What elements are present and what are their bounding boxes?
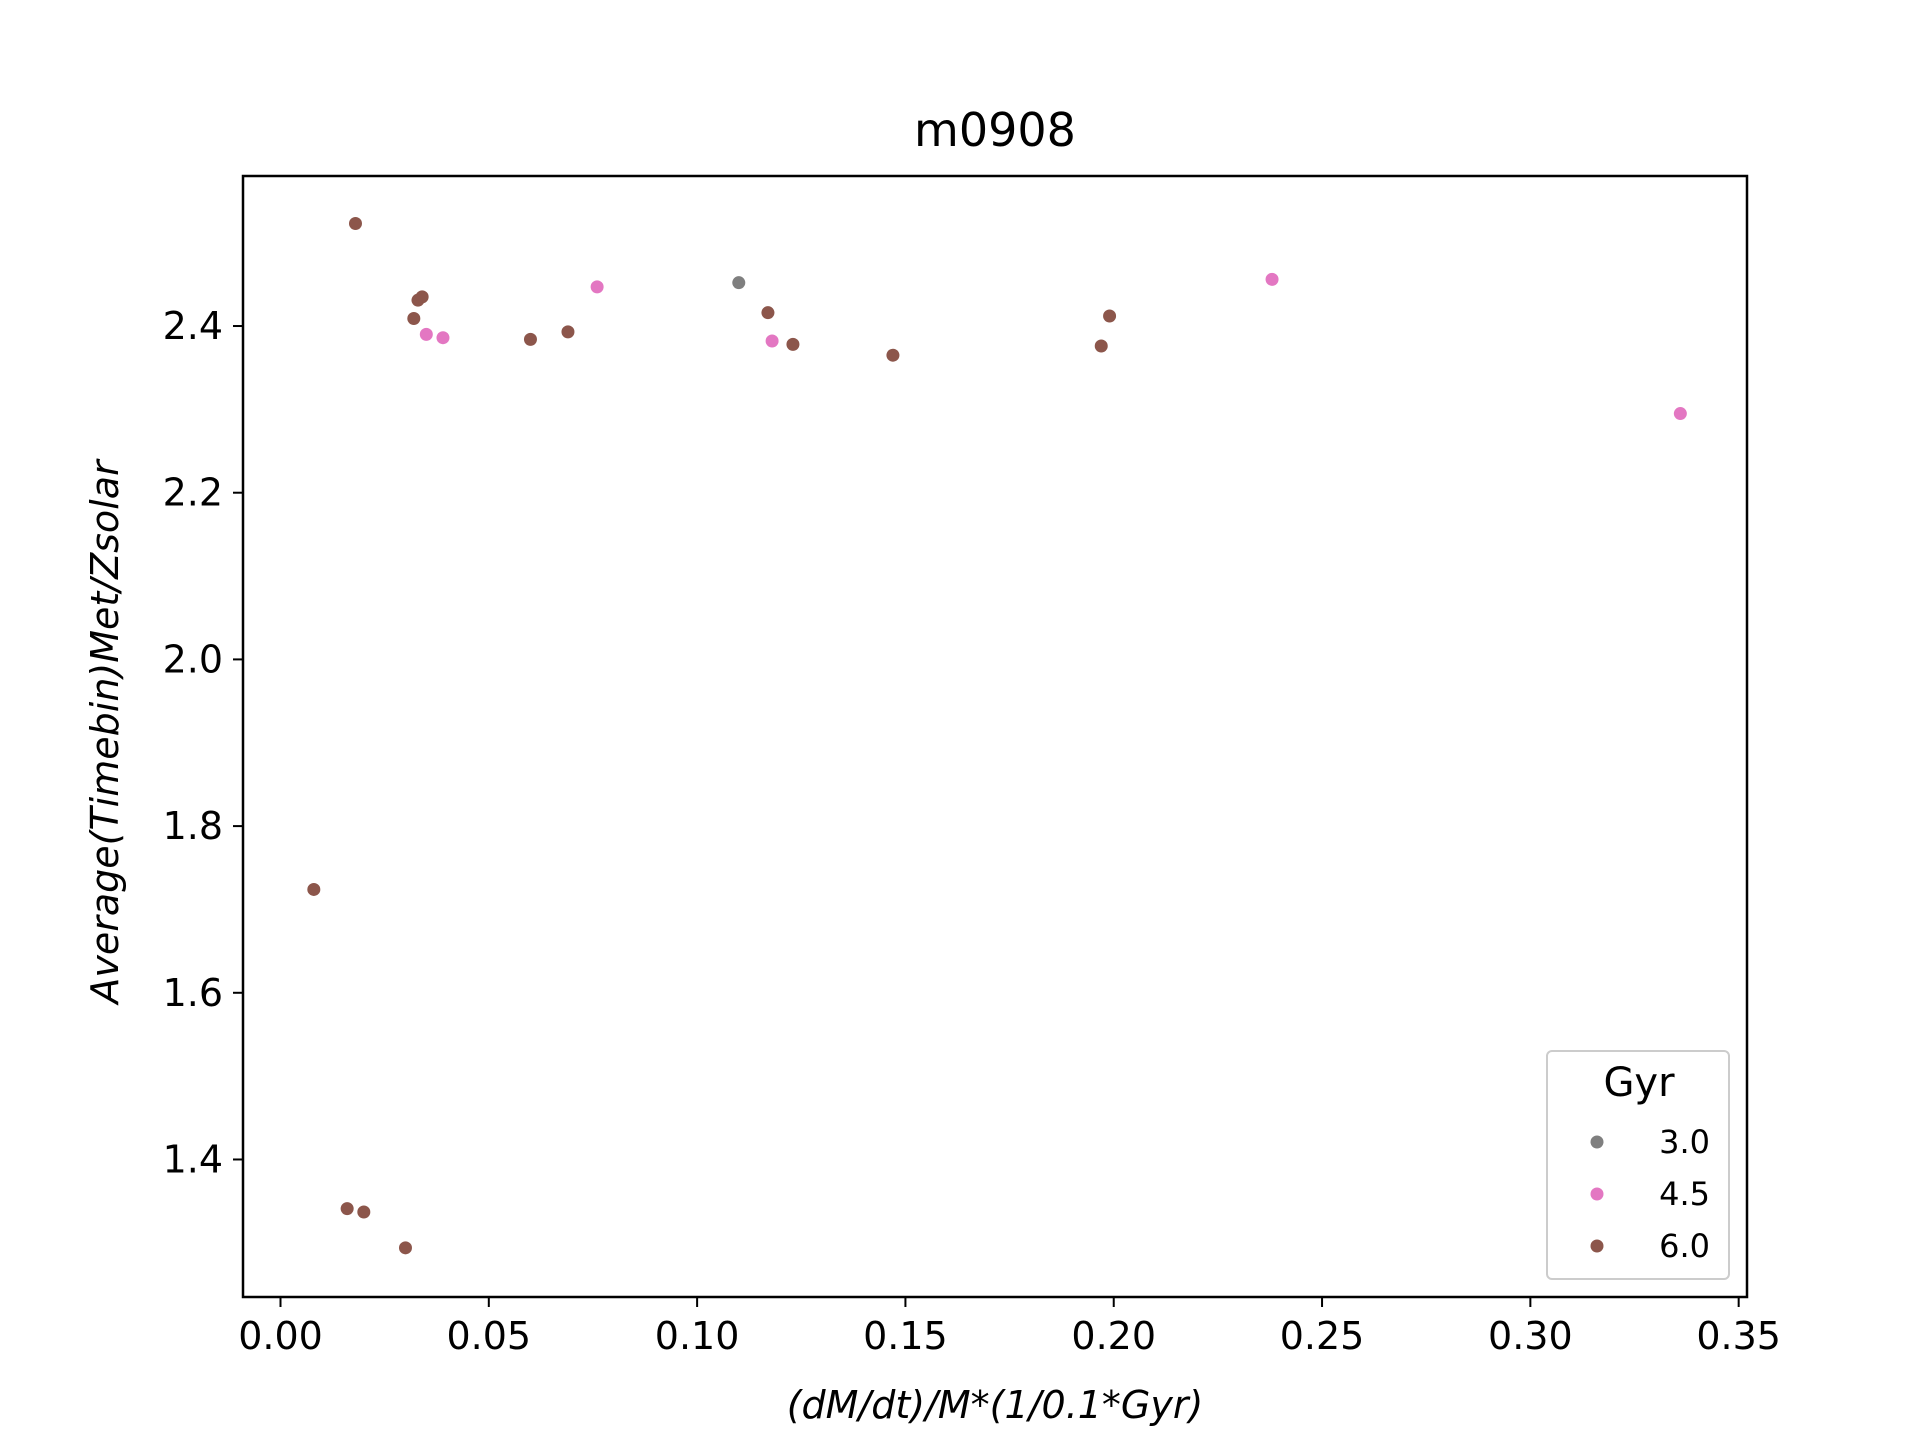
y-tick-label: 1.6 [163,971,223,1015]
chart-title: m0908 [914,103,1076,157]
legend-marker-6-0 [1590,1239,1604,1253]
x-tick-label: 0.20 [1071,1314,1156,1358]
data-point-6-0-7 [415,290,429,304]
legend-label-3-0: 3.0 [1659,1123,1710,1161]
x-tick-label: 0.00 [238,1314,323,1358]
legend-marker-4-5 [1590,1187,1604,1201]
x-axis-label: (dM/dt)/M*(1/0.1*Gyr) [787,1383,1204,1427]
x-tick-label: 0.30 [1488,1314,1573,1358]
data-point-6-0-13 [1094,339,1108,353]
legend-box [1546,1050,1730,1280]
data-point-6-0-1 [340,1202,354,1216]
x-tick-label: 0.35 [1696,1314,1781,1358]
data-point-6-0-3 [357,1205,371,1219]
data-point-4-5-5 [1673,407,1687,421]
data-point-4-5-3 [765,334,779,348]
data-point-4-5-2 [590,280,604,294]
data-point-6-0-0 [307,882,321,896]
data-point-6-0-8 [523,332,537,346]
legend-marker-3-0 [1590,1135,1604,1149]
legend-label-6-0: 6.0 [1659,1227,1710,1265]
legend: Gyr 3.0 4.5 6.0 [1546,1050,1730,1280]
y-tick-label: 2.0 [163,637,223,681]
data-point-4-5-0 [419,327,433,341]
data-point-6-0-14 [1103,309,1117,323]
axes-frame [241,174,1749,1299]
legend-title: Gyr [1603,1060,1675,1106]
y-axis-label: Average(Timebin)Met/Zsolar [83,458,127,1007]
data-point-4-5-1 [436,331,450,345]
y-tick-label: 2.4 [163,304,223,348]
x-tick-label: 0.15 [863,1314,948,1358]
data-point-6-0-12 [886,348,900,362]
data-point-3-0-0 [732,276,746,290]
x-tick-label: 0.25 [1280,1314,1365,1358]
y-tick-label: 1.4 [163,1137,223,1181]
plot-area: 0.00 0.05 0.10 0.15 0.20 0.25 0.30 0.35 1.4 1.6 1.… [163,174,1781,1358]
data-point-6-0-11 [786,337,800,351]
data-point-6-0-2 [348,217,362,231]
x-tick-label: 0.05 [447,1314,532,1358]
y-tick-label: 1.8 [163,804,223,848]
data-point-6-0-9 [561,325,575,339]
data-point-6-0-5 [407,312,421,326]
x-tick-label: 0.10 [655,1314,740,1358]
legend-label-4-5: 4.5 [1659,1175,1710,1213]
y-tick-label: 2.2 [163,471,223,515]
data-point-6-0-4 [398,1241,412,1255]
data-point-4-5-4 [1265,272,1279,286]
data-point-6-0-10 [761,306,775,320]
